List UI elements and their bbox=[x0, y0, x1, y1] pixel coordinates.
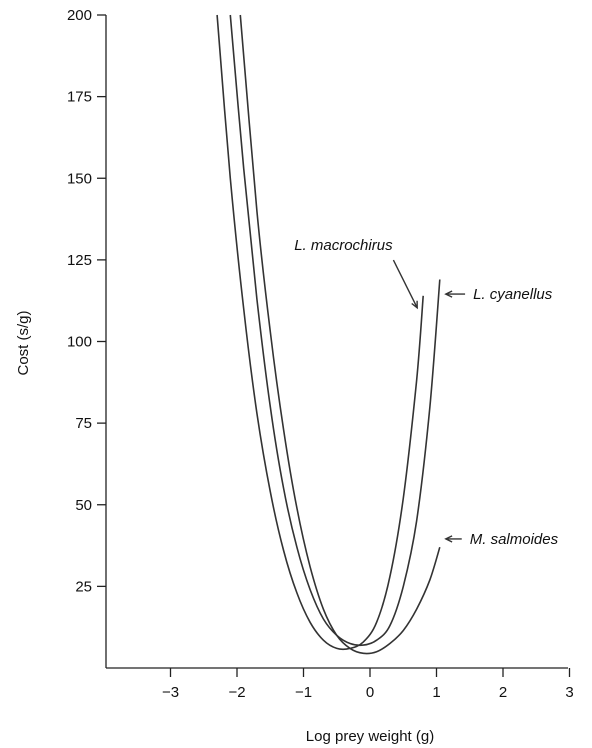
y-tick-label: 150 bbox=[67, 170, 92, 187]
series-line-l-macrochirus bbox=[216, 14, 424, 651]
x-tick-label: 2 bbox=[499, 684, 507, 701]
series-label-l-macrochirus: L. macrochirus bbox=[294, 237, 393, 254]
y-tick-label: 50 bbox=[75, 497, 92, 514]
x-tick-label: 1 bbox=[432, 684, 440, 701]
y-tick-label: 125 bbox=[67, 252, 92, 269]
y-axis-title: Cost (s/g) bbox=[15, 310, 32, 375]
curves bbox=[216, 14, 441, 655]
series-arrowhead-m-salmoides bbox=[444, 535, 453, 543]
x-tick-label: 0 bbox=[366, 684, 374, 701]
y-tick-label: 25 bbox=[75, 578, 92, 595]
series-label-m-salmoides: M. salmoides bbox=[470, 531, 559, 548]
x-tick-label: 3 bbox=[565, 684, 573, 701]
series-arrow-l-macrochirus bbox=[392, 259, 418, 309]
x-tick-label: −2 bbox=[228, 684, 245, 701]
series-labels: L. macrochirus L. cyanellus M. salmoides bbox=[294, 237, 558, 548]
ticks: 25 50 75 100 125 150 175 200 −3 −2 −1 0 1 2 3 bbox=[67, 7, 574, 701]
series-line-l-cyanellus bbox=[229, 14, 441, 647]
series-arrowhead-l-cyanellus bbox=[444, 290, 453, 298]
x-tick-label: −1 bbox=[295, 684, 312, 701]
y-tick-label: 200 bbox=[67, 7, 92, 24]
y-tick-label: 75 bbox=[75, 415, 92, 432]
y-tick-label: 100 bbox=[67, 334, 92, 351]
series-arrowhead-l-macrochirus bbox=[411, 300, 418, 310]
series-label-l-cyanellus: L. cyanellus bbox=[473, 286, 553, 303]
y-tick-label: 175 bbox=[67, 89, 92, 106]
x-axis-title: Log prey weight (g) bbox=[306, 728, 434, 745]
series-line-m-salmoides bbox=[239, 14, 441, 655]
x-tick-label: −3 bbox=[162, 684, 179, 701]
